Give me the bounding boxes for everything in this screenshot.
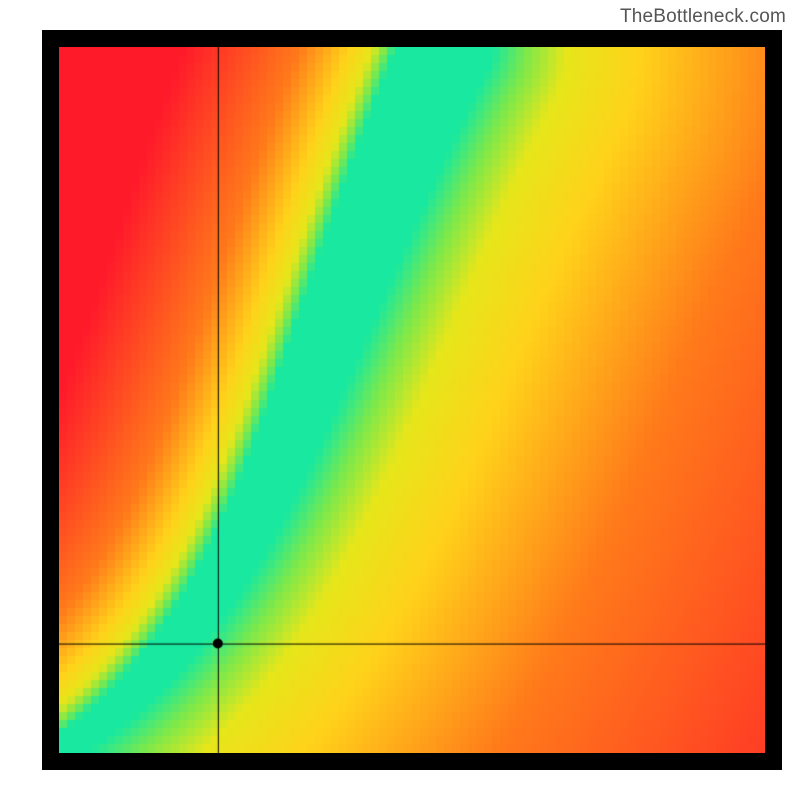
- chart-container: TheBottleneck.com: [0, 0, 800, 800]
- watermark-text: TheBottleneck.com: [620, 6, 786, 28]
- heatmap-canvas-wrap: [59, 47, 765, 753]
- heatmap-canvas: [59, 47, 765, 753]
